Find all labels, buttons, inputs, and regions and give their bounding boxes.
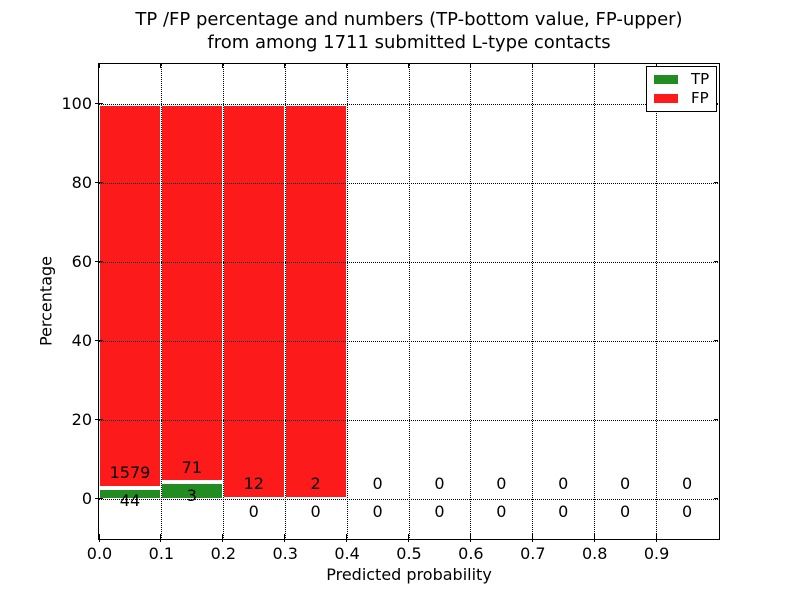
x-tick-mark-top: [284, 64, 286, 68]
y-tick-label-100: 100: [61, 94, 92, 113]
x-axis-label: Predicted probability: [326, 565, 492, 584]
y-tick-mark-left: [95, 182, 103, 183]
x-tick-mark-top: [222, 64, 224, 68]
x-tick-mark-bottom: [531, 534, 533, 542]
x-tick-mark-bottom: [346, 534, 348, 542]
x-tick-mark-bottom: [160, 534, 162, 542]
y-tick-mark-left: [95, 103, 103, 104]
gridline-x-0.3: [284, 64, 286, 538]
legend-entry-fp: FP: [647, 89, 716, 107]
fp-count-label-1: 71: [181, 457, 203, 477]
x-tick-label-0.4: 0.4: [334, 544, 360, 563]
tp-legend-label: TP: [691, 70, 710, 88]
fp-count-label-6: 0: [496, 474, 507, 493]
x-tick-label-0.5: 0.5: [396, 544, 422, 563]
tp-count-label-7: 0: [558, 502, 569, 521]
x-tick-label-0.7: 0.7: [520, 544, 546, 563]
x-tick-mark-bottom: [222, 534, 224, 542]
tp-count-label-1: 3: [186, 485, 197, 505]
x-tick-label-0.9: 0.9: [643, 544, 670, 563]
gridline-x-0.7: [532, 64, 534, 538]
bar-fp-segment-0: [99, 103, 161, 488]
x-tick-label-0.0: 0.0: [86, 544, 113, 563]
plot-area: 1579 44 71 3 12 0 2 0 0 0 0 0 0 0 0 0 0 0 0 0: [95, 63, 720, 542]
gridline-x-0.4: [346, 64, 348, 538]
x-tick-label-0.3: 0.3: [272, 544, 298, 563]
y-tick-mark-right: [714, 261, 718, 262]
x-tick-label-0.8: 0.8: [581, 544, 608, 563]
tp-count-label-8: 0: [620, 502, 631, 521]
x-tick-mark-top: [593, 64, 595, 68]
bar-fp-segment-1: [160, 103, 223, 483]
tp-count-label-0: 44: [119, 491, 141, 511]
y-tick-mark-right: [714, 340, 718, 341]
x-tick-label-0.1: 0.1: [148, 544, 175, 563]
bar-fp-segment-2: [222, 103, 285, 499]
x-tick-mark-top: [469, 64, 471, 68]
x-tick-mark-top: [160, 64, 162, 68]
x-tick-mark-top: [531, 64, 533, 68]
y-tick-mark-right: [714, 182, 718, 183]
chart-title: TP /FP percentage and numbers (TP-bottom…: [98, 8, 720, 54]
gridline-x-0.8: [594, 64, 596, 538]
fp-legend-label: FP: [691, 89, 709, 107]
chart-title-line-1: TP /FP percentage and numbers (TP-bottom…: [135, 9, 683, 30]
fp-count-label-4: 0: [372, 474, 383, 493]
y-tick-mark-left: [95, 340, 103, 341]
gridline-x-0.9: [656, 64, 658, 538]
y-tick-label-0: 0: [81, 489, 92, 508]
y-tick-label-20: 20: [71, 410, 92, 429]
x-tick-mark-top: [408, 64, 409, 68]
bar-fp-segment-3: [284, 103, 347, 499]
y-tick-mark-right: [714, 419, 718, 420]
legend-box: TP FP: [646, 66, 717, 112]
x-tick-mark-bottom: [593, 534, 595, 542]
x-tick-mark-top: [98, 64, 100, 68]
y-tick-mark-left: [95, 498, 103, 499]
tp-count-label-4: 0: [372, 502, 383, 521]
tp-count-label-5: 0: [434, 502, 445, 521]
tp-count-label-6: 0: [496, 502, 507, 521]
x-tick-label-0.2: 0.2: [210, 544, 237, 563]
legend-entry-tp: TP: [647, 70, 716, 88]
fp-count-label-5: 0: [434, 474, 445, 493]
y-tick-mark-left: [95, 261, 103, 262]
x-tick-mark-bottom: [408, 534, 409, 542]
gridline-x-0.5: [408, 64, 410, 538]
fp-count-label-7: 0: [558, 474, 569, 493]
x-tick-mark-bottom: [284, 534, 286, 542]
gridline-x-0.6: [470, 64, 472, 538]
fp-count-label-0: 1579: [109, 463, 151, 483]
fp-count-label-3: 2: [310, 474, 321, 493]
y-tick-label-80: 80: [71, 173, 92, 192]
gridline-x-0.2: [222, 64, 224, 538]
x-tick-mark-top: [346, 64, 348, 68]
gridline-x-0.1: [160, 64, 162, 538]
fp-count-label-9: 0: [681, 474, 693, 493]
bar-tp-segment-0: [99, 487, 161, 499]
y-tick-mark-right: [714, 498, 718, 499]
y-tick-label-40: 40: [71, 331, 92, 350]
x-tick-label-0.6: 0.6: [458, 544, 484, 563]
x-tick-mark-bottom: [655, 534, 657, 542]
y-tick-label-60: 60: [71, 252, 92, 271]
y-tick-mark-left: [95, 419, 103, 420]
x-tick-mark-bottom: [98, 534, 100, 542]
tp-legend-swatch: [654, 75, 678, 84]
tp-count-label-2: 0: [248, 502, 259, 521]
tp-count-label-9: 0: [681, 502, 693, 521]
tp-count-label-3: 0: [310, 502, 321, 521]
fp-legend-swatch: [654, 94, 678, 103]
chart-title-line-2: from among 1711 submitted L-type contact…: [207, 32, 611, 53]
fp-count-label-2: 12: [243, 474, 264, 493]
fp-count-label-8: 0: [620, 474, 631, 493]
x-tick-mark-bottom: [469, 534, 471, 542]
